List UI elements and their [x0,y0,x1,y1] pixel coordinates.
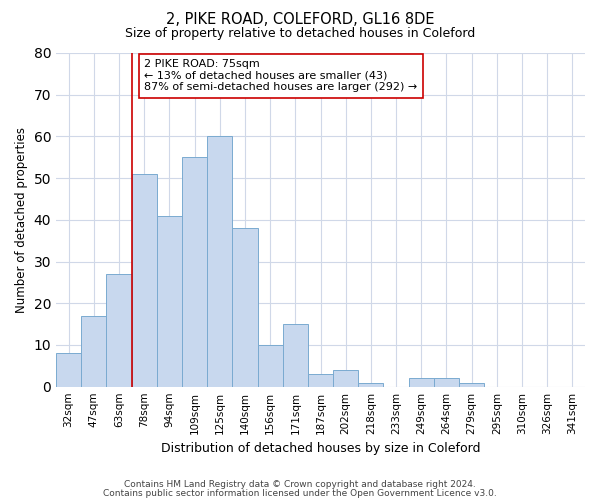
Bar [333,370,358,386]
Bar [182,158,207,386]
Bar [409,378,434,386]
Bar [131,174,157,386]
Bar [308,374,333,386]
Bar [358,382,383,386]
Bar [283,324,308,386]
Bar [106,274,131,386]
Text: Size of property relative to detached houses in Coleford: Size of property relative to detached ho… [125,28,475,40]
Text: 2 PIKE ROAD: 75sqm
← 13% of detached houses are smaller (43)
87% of semi-detache: 2 PIKE ROAD: 75sqm ← 13% of detached hou… [144,60,418,92]
X-axis label: Distribution of detached houses by size in Coleford: Distribution of detached houses by size … [161,442,480,455]
Bar [434,378,459,386]
Bar [56,354,81,386]
Bar [232,228,257,386]
Bar [81,316,106,386]
Text: 2, PIKE ROAD, COLEFORD, GL16 8DE: 2, PIKE ROAD, COLEFORD, GL16 8DE [166,12,434,28]
Bar [157,216,182,386]
Bar [207,136,232,386]
Y-axis label: Number of detached properties: Number of detached properties [15,127,28,313]
Text: Contains HM Land Registry data © Crown copyright and database right 2024.: Contains HM Land Registry data © Crown c… [124,480,476,489]
Bar [459,382,484,386]
Bar [257,345,283,387]
Text: Contains public sector information licensed under the Open Government Licence v3: Contains public sector information licen… [103,488,497,498]
